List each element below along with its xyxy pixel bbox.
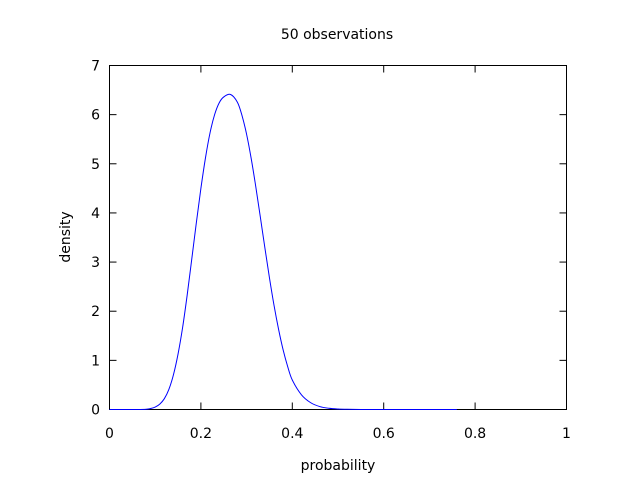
- x-tick-label: 0: [105, 426, 114, 442]
- y-tick-label: 6: [91, 108, 100, 124]
- x-tick-label: 1: [562, 426, 571, 442]
- x-axis: 0 0.2 0.4 0.6 0.8 1: [105, 65, 571, 442]
- y-axis-label: density: [58, 211, 74, 262]
- plot-frame: [109, 65, 567, 410]
- x-tick-label: 0.4: [281, 426, 303, 442]
- y-tick-label: 4: [91, 206, 100, 222]
- x-axis-label: probability: [301, 458, 376, 474]
- x-tick-label: 0.6: [373, 426, 395, 442]
- density-curve: [109, 93, 457, 410]
- x-tick-label: 0.2: [190, 426, 212, 442]
- y-tick-label: 5: [91, 157, 100, 173]
- y-tick-label: 2: [91, 304, 100, 320]
- y-tick-label: 3: [91, 255, 100, 271]
- y-tick-label: 0: [91, 403, 100, 419]
- y-tick-label: 1: [91, 353, 100, 369]
- y-axis: 0 1 2 3 4 5 6 7: [91, 59, 567, 419]
- x-tick-label: 0.8: [464, 426, 486, 442]
- y-tick-label: 7: [91, 59, 100, 75]
- chart-title: 50 observations: [281, 27, 393, 43]
- plot-area: [109, 93, 457, 410]
